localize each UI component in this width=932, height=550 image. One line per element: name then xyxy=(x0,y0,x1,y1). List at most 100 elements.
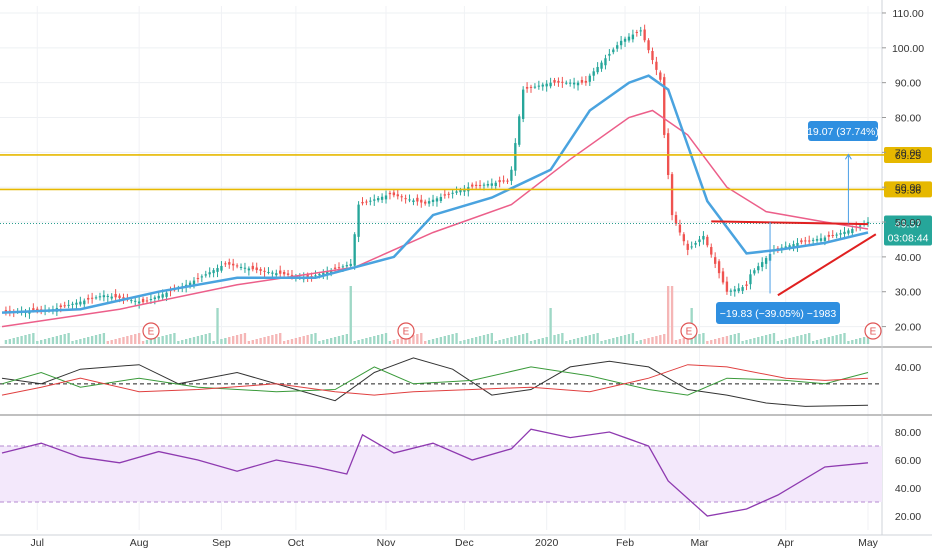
volume-bar xyxy=(753,338,756,344)
last-price-bg xyxy=(884,215,932,246)
volume-bar xyxy=(486,334,490,344)
volume-bar xyxy=(847,341,850,344)
candle-body xyxy=(141,298,145,303)
candle-body xyxy=(557,80,560,83)
volume-bar xyxy=(804,334,807,344)
volume-bar xyxy=(271,335,274,344)
volume-bar xyxy=(757,337,760,344)
candle-body xyxy=(90,297,94,299)
volume-bar xyxy=(706,341,709,344)
volume-bar xyxy=(459,341,462,344)
candle-body xyxy=(408,199,411,201)
volume-bar xyxy=(627,334,631,344)
volume-bar xyxy=(208,333,211,344)
volume-bar xyxy=(455,333,458,344)
candle-body xyxy=(666,133,670,175)
volume-bar xyxy=(314,333,317,344)
volume-bar xyxy=(412,335,415,344)
volume-bar xyxy=(843,333,846,344)
volume-bar xyxy=(518,335,521,344)
main-axis-label: 60.00 xyxy=(895,182,921,194)
volume-bar xyxy=(557,334,560,344)
earnings-marker xyxy=(397,322,415,340)
volume-bar xyxy=(796,336,799,344)
candle-body xyxy=(482,184,486,186)
candle-body xyxy=(839,233,842,235)
volume-bar xyxy=(596,333,599,344)
candle-body xyxy=(612,49,615,53)
main-axis-label: 50.00 xyxy=(895,217,921,229)
candle-body xyxy=(510,169,513,181)
volume-bar xyxy=(572,339,576,344)
candle-body xyxy=(345,265,349,267)
candle-body xyxy=(757,266,760,271)
volume-bar xyxy=(408,336,411,344)
volume-bar xyxy=(377,335,380,344)
volume-bar xyxy=(59,335,62,344)
time-axis-label: 2020 xyxy=(535,537,559,549)
candle-body xyxy=(529,86,533,88)
candle-body xyxy=(808,240,811,242)
candle-body xyxy=(83,300,86,305)
volume-bar xyxy=(28,334,31,344)
candle-body xyxy=(490,183,493,186)
candle-body xyxy=(619,40,623,46)
candle-body xyxy=(823,237,827,241)
volume-bar xyxy=(384,333,388,344)
volume-bar xyxy=(79,339,82,344)
candle-body xyxy=(702,235,705,240)
candle-body xyxy=(737,288,740,292)
candle-body xyxy=(118,295,121,299)
rsi-axis-label: 80.00 xyxy=(895,427,921,439)
main-axis-label: 40.00 xyxy=(895,252,921,264)
volume-bar xyxy=(75,340,78,344)
volume-bar xyxy=(290,339,294,344)
candle-body xyxy=(784,246,787,248)
candle-body xyxy=(110,296,113,299)
main-axis-label: 110.00 xyxy=(892,8,923,20)
volume-bar xyxy=(737,333,740,344)
volume-bar xyxy=(118,338,121,344)
volume-bar xyxy=(537,339,541,344)
earnings-marker-label: E xyxy=(686,327,693,338)
candle-body xyxy=(349,263,352,266)
candle-body xyxy=(858,225,862,227)
candle-body xyxy=(486,184,490,186)
volume-bar xyxy=(298,337,301,344)
candle-body xyxy=(729,290,733,292)
volume-bar xyxy=(725,336,729,344)
time-axis-label: Mar xyxy=(690,537,709,549)
candle-body xyxy=(764,258,768,264)
candle-body xyxy=(420,199,423,203)
candle-body xyxy=(627,36,631,41)
volume-bar xyxy=(424,341,427,344)
candle-body xyxy=(733,289,736,292)
volume-bar xyxy=(98,334,102,344)
candle-body xyxy=(506,180,509,182)
volume-bar xyxy=(43,339,47,344)
candle-body xyxy=(717,261,721,274)
volume-bar xyxy=(666,286,670,344)
volume-bar xyxy=(153,338,156,344)
volume-bar xyxy=(780,340,783,344)
candle-body xyxy=(690,246,693,248)
candle-body xyxy=(122,297,125,299)
candle-body xyxy=(384,195,388,200)
volume-bar xyxy=(16,337,19,344)
volume-bar xyxy=(600,341,603,344)
volume-bar xyxy=(416,334,419,344)
volume-bar xyxy=(47,338,51,344)
volume-bar xyxy=(130,335,133,344)
rsi-pane xyxy=(0,428,882,517)
candle-body xyxy=(188,282,192,287)
rsi-line xyxy=(1,428,869,517)
candle-body xyxy=(357,204,360,237)
volume-bar xyxy=(306,335,309,344)
candle-body xyxy=(369,200,372,202)
candle-body xyxy=(102,295,106,298)
volume-bar xyxy=(768,334,772,344)
volume-bar xyxy=(275,334,278,344)
candle-body xyxy=(537,85,541,87)
rsi-axis-label: 40.00 xyxy=(895,483,921,495)
